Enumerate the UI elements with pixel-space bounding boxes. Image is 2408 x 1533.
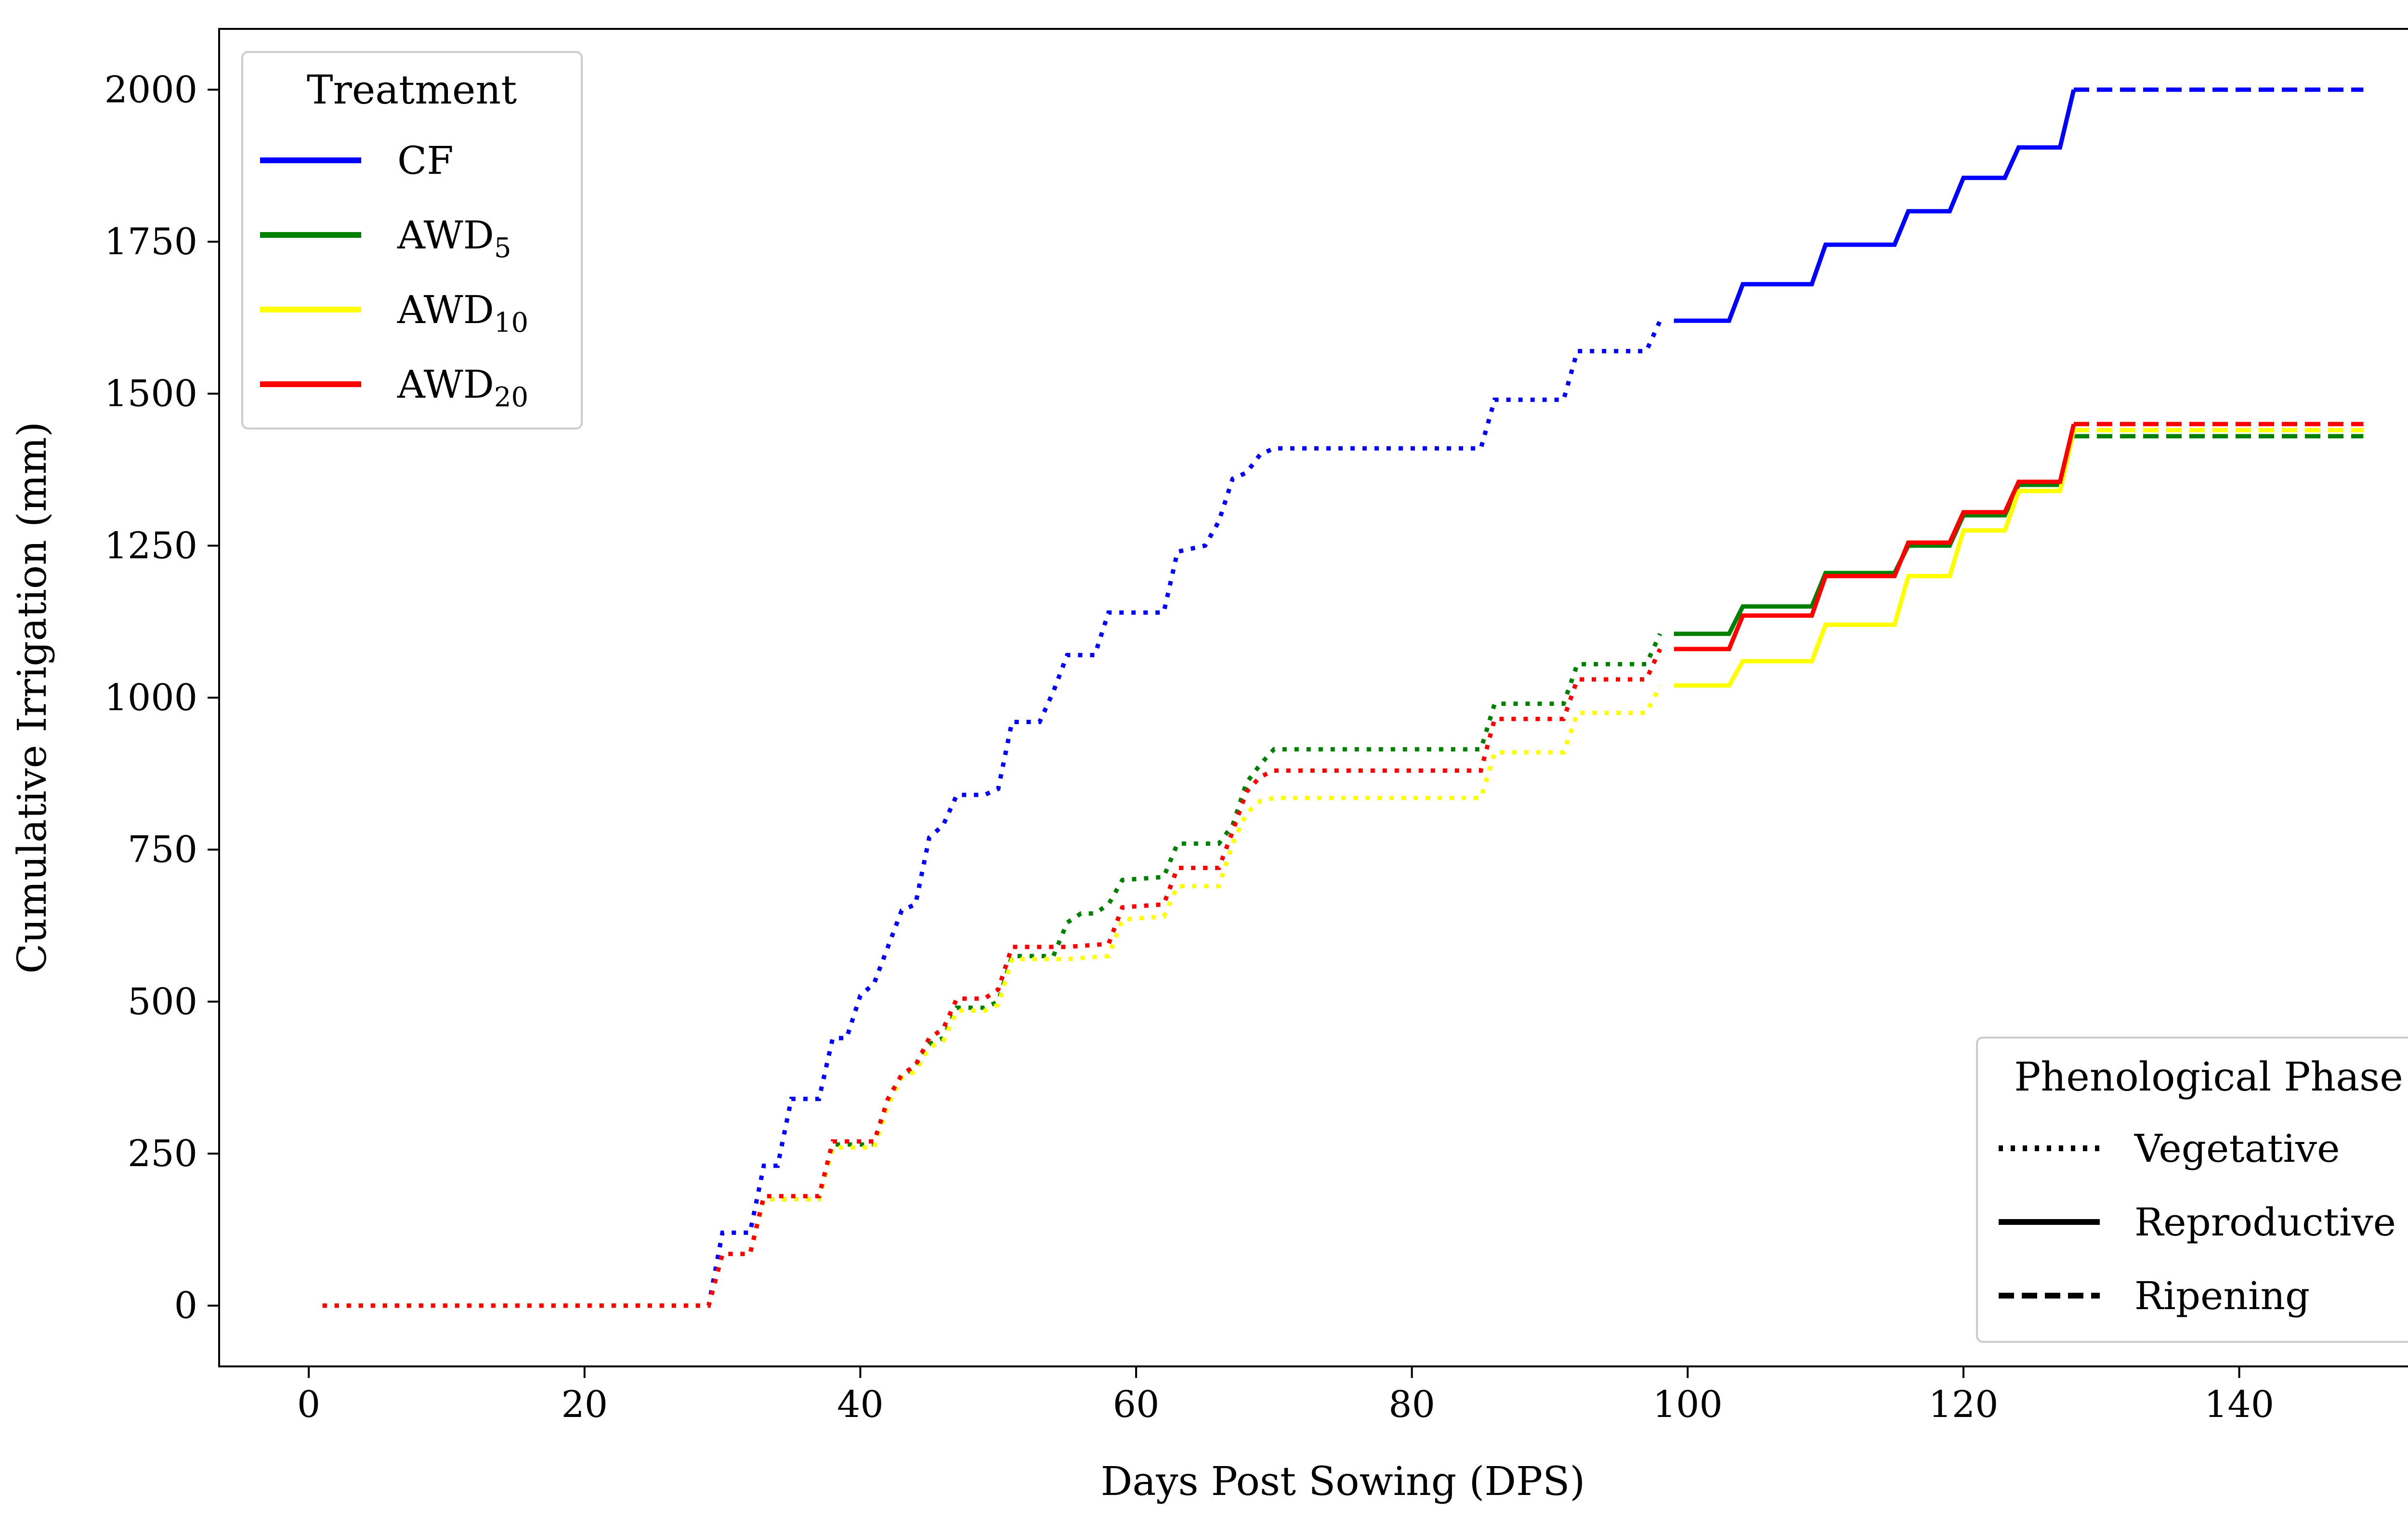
x-tick-label: 100 [1653, 1383, 1723, 1426]
y-tick-label: 2000 [105, 68, 197, 111]
y-tick-label: 0 [174, 1284, 197, 1327]
x-tick-label: 120 [1928, 1383, 1998, 1426]
series-layer [322, 87, 2364, 1308]
legend-label-Reproductive: Reproductive [2134, 1200, 2396, 1245]
legend-label-Ripening: Ripening [2134, 1273, 2310, 1318]
series-line-AWD20-reproductive [1674, 423, 2076, 651]
series-line-CF-reproductive [1674, 89, 2076, 323]
y-tick-label: 250 [128, 1132, 197, 1175]
x-axis-label: Days Post Sowing (DPS) [1101, 1459, 1585, 1505]
legend-treatment-title: Treatment [307, 67, 517, 113]
x-tick-label: 80 [1388, 1383, 1435, 1426]
y-tick-label: 1500 [105, 372, 197, 415]
y-tick-label: 1250 [105, 524, 197, 567]
y-tick-label: 500 [128, 980, 197, 1023]
legend-label-AWD10: AWD10 [397, 287, 528, 338]
legend-phase-box [1976, 1037, 2408, 1343]
series-line-AWD5-vegetative [322, 633, 1662, 1308]
y-axis-label: Cumulative Irrigation (mm) [10, 422, 55, 974]
y-tick-label: 750 [128, 828, 197, 871]
legend-phase: Phenological Phase Vegetative Reproductive… [1976, 1037, 2408, 1343]
legend-label-AWD5: AWD5 [397, 213, 511, 264]
legend-treatment-box [241, 51, 583, 429]
legend-label-Vegetative: Vegetative [2134, 1126, 2340, 1171]
y-tick-label: 1750 [105, 220, 197, 263]
y-axis: 0 250 500 750 1000 1250 1500 1750 2000 [105, 68, 219, 1327]
legend-label-AWD20: AWD20 [397, 362, 528, 413]
series-line-AWD10-reproductive [1674, 429, 2076, 688]
x-tick-label: 20 [561, 1383, 608, 1426]
legend-label-CF: CF [397, 138, 454, 183]
legend-phase-title: Phenological Phase [2014, 1054, 2403, 1100]
x-tick-label: 40 [837, 1383, 884, 1426]
x-tick-label: 60 [1113, 1383, 1160, 1426]
x-tick-label: 0 [297, 1383, 320, 1426]
y-tick-label: 1000 [105, 676, 197, 719]
x-tick-label: 140 [2204, 1383, 2274, 1426]
x-axis: 0 20 40 60 80 100 120 140 [297, 1366, 2274, 1426]
legend-treatment: Treatment CF AWD5 AWD10 AWD20 [241, 51, 583, 429]
